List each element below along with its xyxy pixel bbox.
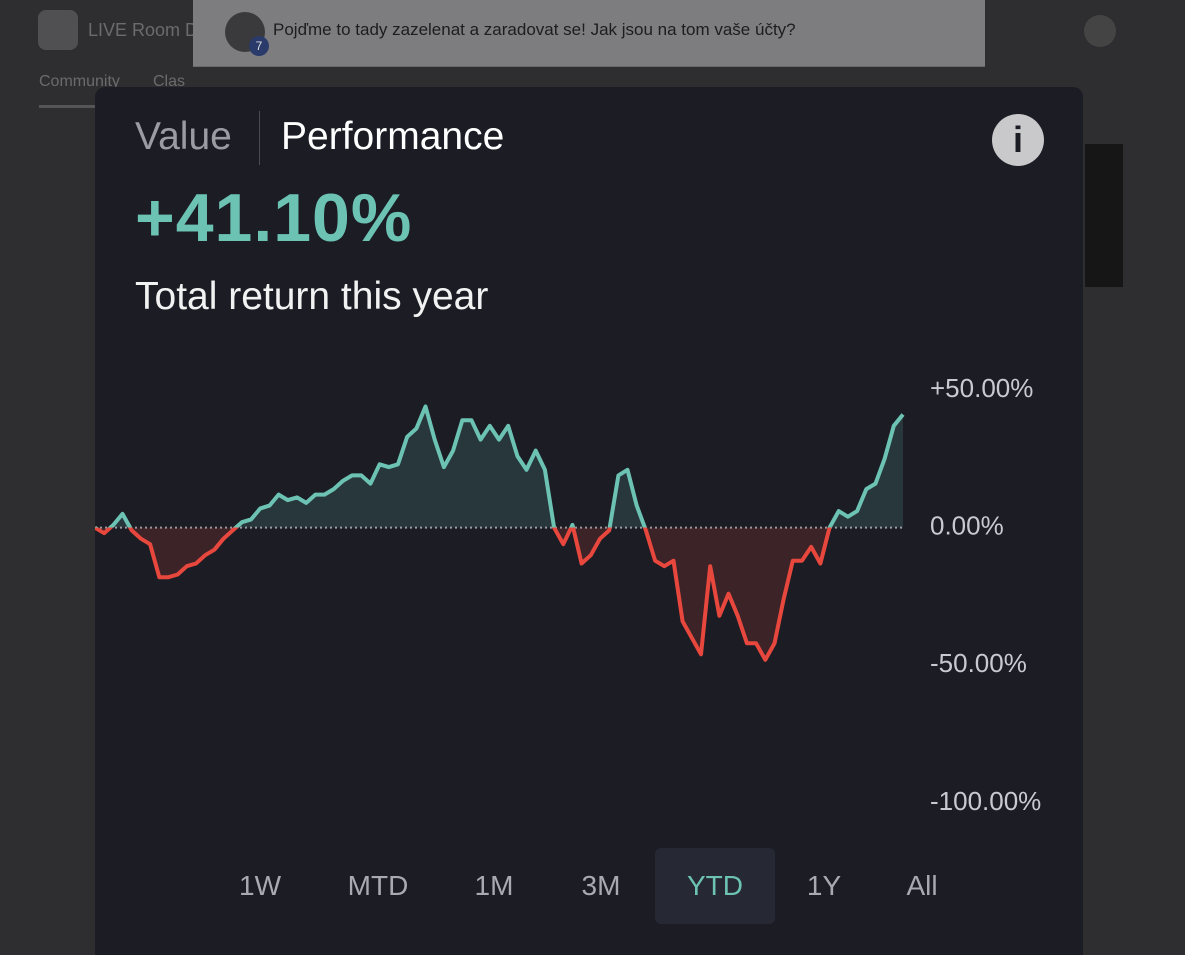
- period-button[interactable]: 1Y: [806, 870, 842, 901]
- line: [95, 404, 905, 662]
- y-tick-label: +50.00%: [930, 373, 1033, 403]
- post-header: 7 Pojďme to tady zazelenat a zaradovat s…: [193, 0, 985, 67]
- headline: +41.10%: [135, 180, 413, 256]
- nav-tab[interactable]: Clas: [153, 73, 186, 90]
- subtitle: Total return this year: [135, 275, 489, 318]
- y-tick-label: -100.00%: [930, 786, 1041, 816]
- app-logo: [38, 10, 78, 50]
- chart: +50.00% 0.00% -50.00% -100.00%: [95, 373, 1041, 816]
- y-tick-label: -50.00%: [930, 648, 1027, 678]
- performance-modal: Value Performance i +41.10% Total return…: [95, 87, 1083, 955]
- tab[interactable]: Value: [135, 115, 232, 158]
- y-tick-label: 0.00%: [930, 511, 1004, 541]
- period-button[interactable]: MTD: [347, 870, 409, 901]
- app-name: LIVE Room D: [88, 20, 199, 40]
- banner: [1085, 144, 1123, 287]
- tab-divider: [259, 111, 260, 165]
- area: [95, 406, 903, 660]
- period-button[interactable]: YTD: [655, 848, 775, 924]
- period-button[interactable]: All: [906, 870, 938, 901]
- period-button[interactable]: 1W: [239, 870, 281, 901]
- period-button[interactable]: 1M: [474, 870, 514, 901]
- info-button[interactable]: i: [992, 114, 1044, 166]
- period-button[interactable]: 3M: [581, 870, 621, 901]
- tab[interactable]: Performance: [281, 115, 505, 158]
- post-title: Pojďme to tady zazelenat a zaradovat se!…: [273, 20, 796, 39]
- avatar[interactable]: [1084, 15, 1116, 47]
- avatar-badge: 7: [249, 36, 269, 56]
- nav-tab[interactable]: Community: [39, 73, 120, 108]
